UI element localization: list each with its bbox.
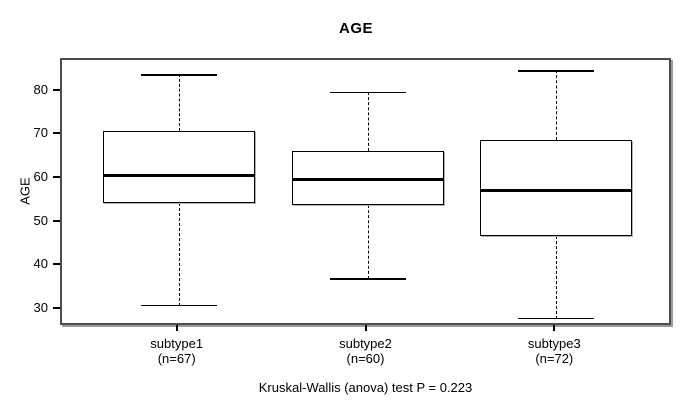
upper-whisker-cap xyxy=(518,70,595,72)
upper-whisker-cap xyxy=(140,74,217,76)
x-tick-mark xyxy=(553,325,556,331)
median-line xyxy=(102,173,255,177)
y-tick-label: 30 xyxy=(33,299,48,315)
x-category-label: subtype3 (n=72) xyxy=(474,336,634,366)
y-tick-mark xyxy=(53,132,60,135)
y-tick-mark xyxy=(53,176,60,179)
iqr-box xyxy=(291,150,444,206)
x-category-count: (n=67) xyxy=(157,351,196,366)
upper-whisker-line xyxy=(556,70,558,140)
median-line xyxy=(480,189,633,192)
stat-test-caption: Kruskal-Wallis (anova) test P = 0.223 xyxy=(258,380,473,395)
lower-whisker-line xyxy=(556,235,558,319)
y-tick-mark xyxy=(53,88,60,91)
chart-title: AGE xyxy=(338,20,373,37)
y-tick-mark xyxy=(53,263,60,266)
y-tick-mark xyxy=(53,219,60,222)
y-tick-label: 80 xyxy=(33,81,48,97)
x-category-name: subtype1 xyxy=(150,336,204,351)
lower-whisker-line xyxy=(178,203,180,306)
y-tick-label: 50 xyxy=(33,212,48,228)
plot-area xyxy=(60,58,671,325)
median-line xyxy=(291,178,444,182)
x-category-label: subtype2 (n=60) xyxy=(286,336,446,366)
y-tick-label: 60 xyxy=(33,169,48,185)
lower-whisker-cap xyxy=(329,278,406,280)
lower-whisker-line xyxy=(367,205,369,280)
y-tick-label: 70 xyxy=(33,125,48,141)
y-tick-mark xyxy=(53,306,60,309)
x-tick-mark xyxy=(175,325,178,331)
x-category-count: (n=60) xyxy=(346,351,385,366)
iqr-box xyxy=(480,139,633,236)
x-tick-mark xyxy=(364,325,367,331)
x-category-count: (n=72) xyxy=(535,351,574,366)
upper-whisker-cap xyxy=(329,91,406,94)
iqr-box xyxy=(102,131,255,204)
lower-whisker-cap xyxy=(140,304,217,307)
upper-whisker-line xyxy=(178,74,180,132)
upper-whisker-line xyxy=(367,91,369,151)
x-category-label: subtype1 (n=67) xyxy=(97,336,257,366)
x-category-name: subtype3 xyxy=(527,336,581,351)
x-category-name: subtype2 xyxy=(339,336,392,351)
y-tick-label: 40 xyxy=(33,256,48,272)
lower-whisker-cap xyxy=(518,317,595,320)
